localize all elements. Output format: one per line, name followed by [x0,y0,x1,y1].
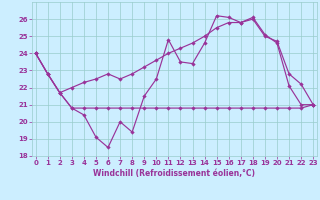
X-axis label: Windchill (Refroidissement éolien,°C): Windchill (Refroidissement éolien,°C) [93,169,255,178]
